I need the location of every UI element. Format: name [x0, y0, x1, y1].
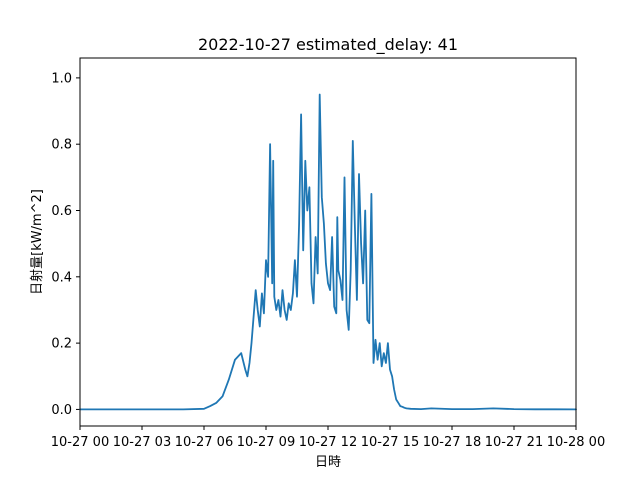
x-tick-label: 10-27 03 [113, 435, 171, 450]
x-axis-label: 日時 [315, 455, 341, 470]
y-axis-ticks: 0.0 0.2 0.4 0.6 0.8 1.0 [51, 71, 80, 418]
series-line [79, 93, 577, 411]
plot-area-frame [79, 57, 577, 427]
x-tick-label: 10-27 00 [51, 435, 109, 450]
chart-title: 2022-10-27 estimated_delay: 41 [198, 35, 458, 55]
y-tick-label: 0.6 [51, 204, 72, 219]
x-tick-label: 10-27 15 [361, 435, 419, 450]
x-tick-label: 10-28 00 [547, 435, 605, 450]
y-tick-label: 0.2 [51, 337, 72, 352]
x-axis-ticks: 10-27 00 10-27 03 10-27 06 10-27 09 10-27 12… [51, 426, 605, 450]
y-tick-label: 1.0 [51, 71, 72, 86]
x-tick-label: 10-27 09 [237, 435, 295, 450]
y-tick-label: 0.8 [51, 138, 72, 153]
y-tick-label: 0.0 [51, 403, 72, 418]
y-tick-label: 0.4 [51, 270, 72, 285]
x-tick-label: 10-27 12 [299, 435, 357, 450]
x-tick-label: 10-27 21 [485, 435, 543, 450]
x-tick-label: 10-27 18 [423, 435, 481, 450]
x-tick-label: 10-27 06 [175, 435, 233, 450]
y-axis-label: 日射量[kW/m^2] [29, 189, 45, 295]
